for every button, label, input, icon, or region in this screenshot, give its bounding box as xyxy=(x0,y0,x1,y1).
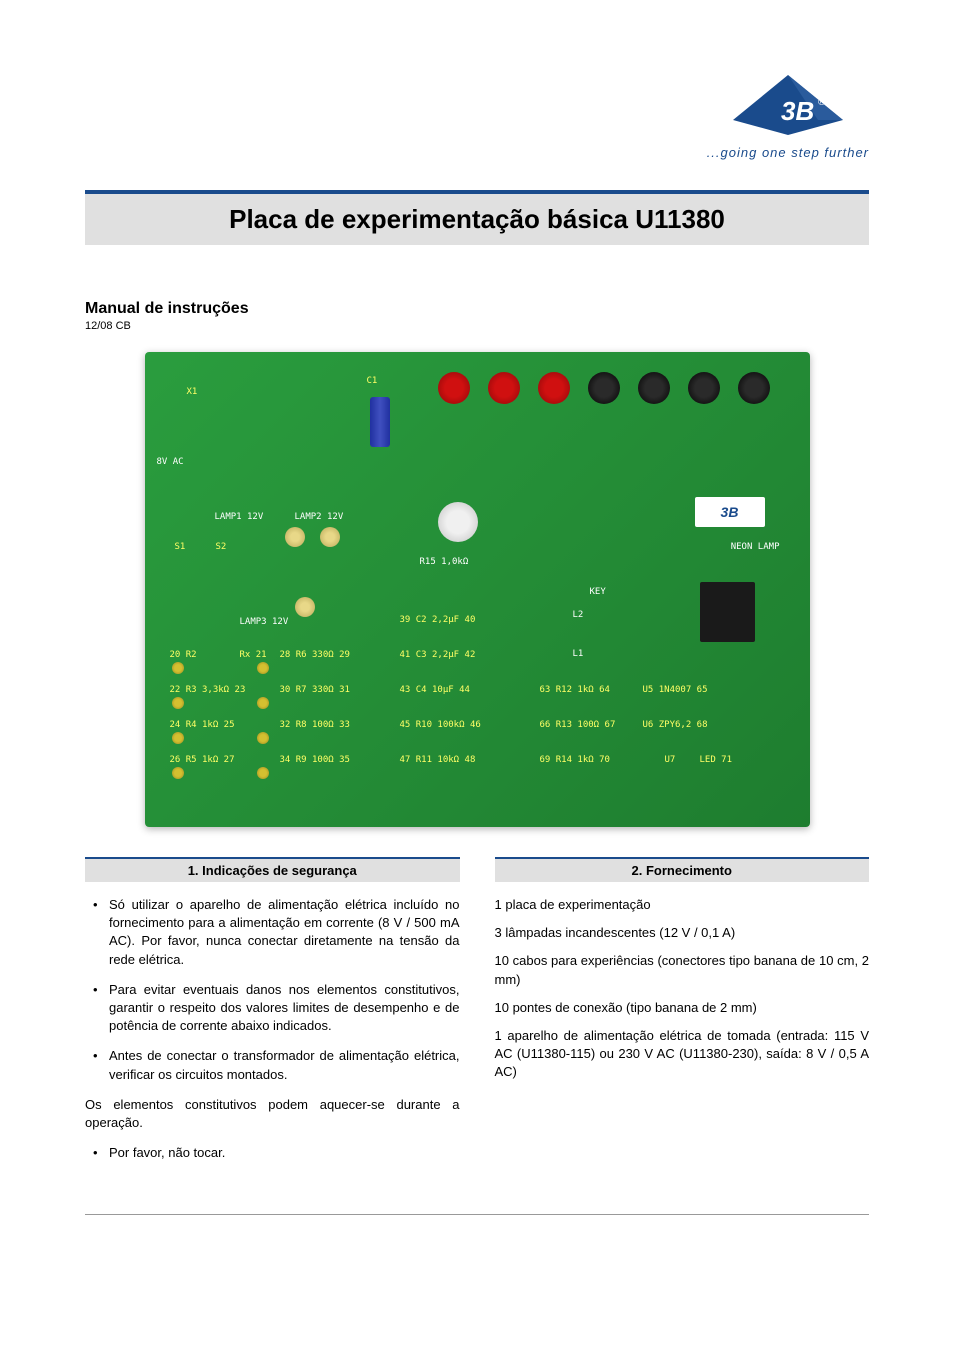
solder-pad xyxy=(257,732,269,744)
board-label: C1 xyxy=(367,376,378,386)
logo-diamond-icon: 3B ® xyxy=(723,70,853,140)
logo-tagline: ...going one step further xyxy=(707,145,869,160)
lamp-icon xyxy=(295,597,315,617)
solder-pad xyxy=(257,697,269,709)
board-label: U7 xyxy=(665,755,676,765)
board-label: 66 R13 100Ω 67 xyxy=(540,720,616,730)
board-label: 20 R2 xyxy=(170,650,197,660)
list-item: Por favor, não tocar. xyxy=(85,1144,460,1162)
board-label: 39 C2 2,2µF 40 xyxy=(400,615,476,625)
potentiometer-knob xyxy=(438,502,478,542)
lamp-icon xyxy=(320,527,340,547)
footer-divider xyxy=(85,1214,869,1215)
connector-black xyxy=(638,372,670,404)
board-label: 26 R5 1kΩ 27 xyxy=(170,755,235,765)
connector-black xyxy=(688,372,720,404)
board-label: Rx 21 xyxy=(240,650,267,660)
board-label: 30 R7 330Ω 31 xyxy=(280,685,350,695)
board-label: LAMP2 12V xyxy=(295,512,344,522)
logo-container: 3B ® ...going one step further xyxy=(707,70,869,160)
capacitor-icon xyxy=(370,397,390,447)
board-label: 69 R14 1kΩ 70 xyxy=(540,755,610,765)
board-label: 8V AC xyxy=(157,457,184,467)
circuit-board-image: 3B 8V AC X1 C1 LAMP1 12V LAMP2 12V LAMP3… xyxy=(145,352,810,827)
board-label: 22 R3 3,3kΩ 23 xyxy=(170,685,246,695)
subtitle: Manual de instruções xyxy=(85,300,869,318)
board-label: LAMP3 12V xyxy=(240,617,289,627)
board-label: 32 R8 100Ω 33 xyxy=(280,720,350,730)
solder-pad xyxy=(257,662,269,674)
header-logo: 3B ® ...going one step further xyxy=(85,70,869,160)
connector-red xyxy=(538,372,570,404)
supply-item: 3 lâmpadas incandescentes (12 V / 0,1 A) xyxy=(495,924,870,942)
solder-pad xyxy=(257,767,269,779)
board-label: S1 xyxy=(175,542,186,552)
solder-pad xyxy=(172,732,184,744)
relay-chip xyxy=(700,582,755,642)
column-supply: 2. Fornecimento 1 placa de experimentaçã… xyxy=(495,857,870,1174)
board-label: LAMP1 12V xyxy=(215,512,264,522)
solder-pad xyxy=(172,767,184,779)
svg-text:3B: 3B xyxy=(781,96,814,126)
content-columns: 1. Indicações de segurança Só utilizar o… xyxy=(85,857,869,1174)
safety-list: Só utilizar o aparelho de alimentação el… xyxy=(85,896,460,1084)
board-label: KEY xyxy=(590,587,606,597)
board-label: NEON LAMP xyxy=(731,542,780,552)
board-label: X1 xyxy=(187,387,198,397)
connector-red xyxy=(488,372,520,404)
solder-pad xyxy=(172,697,184,709)
board-label: 63 R12 1kΩ 64 xyxy=(540,685,610,695)
page-title: Placa de experimentação básica U11380 xyxy=(85,204,869,235)
section-header-safety: 1. Indicações de segurança xyxy=(85,857,460,882)
connector-black xyxy=(738,372,770,404)
connector-red xyxy=(438,372,470,404)
safety-list-2: Por favor, não tocar. xyxy=(85,1144,460,1162)
supply-item: 10 pontes de conexão (tipo banana de 2 m… xyxy=(495,999,870,1017)
board-label: 41 C3 2,2µF 42 xyxy=(400,650,476,660)
connector-black xyxy=(588,372,620,404)
board-label: S2 xyxy=(216,542,227,552)
board-connectors xyxy=(438,372,770,404)
safety-paragraph: Os elementos constitutivos podem aquecer… xyxy=(85,1096,460,1132)
board-label: 47 R11 10kΩ 48 xyxy=(400,755,476,765)
supply-item: 1 placa de experimentação xyxy=(495,896,870,914)
board-label: U5 1N4007 65 xyxy=(643,685,708,695)
section-header-supply: 2. Fornecimento xyxy=(495,857,870,882)
solder-pad xyxy=(172,662,184,674)
list-item: Para evitar eventuais danos nos elemento… xyxy=(85,981,460,1036)
list-item: Só utilizar o aparelho de alimentação el… xyxy=(85,896,460,969)
board-label: 24 R4 1kΩ 25 xyxy=(170,720,235,730)
board-label: 43 C4 10µF 44 xyxy=(400,685,470,695)
board-label: L1 xyxy=(573,649,584,659)
list-item: Antes de conectar o transformador de ali… xyxy=(85,1047,460,1083)
supply-item: 1 aparelho de alimentação elétrica de to… xyxy=(495,1027,870,1082)
board-logo-3b: 3B xyxy=(695,497,765,527)
board-label: 45 R10 100kΩ 46 xyxy=(400,720,481,730)
board-label: R15 1,0kΩ xyxy=(420,557,469,567)
date-code: 12/08 CB xyxy=(85,320,869,332)
column-safety: 1. Indicações de segurança Só utilizar o… xyxy=(85,857,460,1174)
board-label: LED 71 xyxy=(700,755,733,765)
board-label: 34 R9 100Ω 35 xyxy=(280,755,350,765)
supply-item: 10 cabos para experiências (conectores t… xyxy=(495,952,870,988)
title-bar: Placa de experimentação básica U11380 xyxy=(85,190,869,245)
lamp-icon xyxy=(285,527,305,547)
board-label: U6 ZPY6,2 68 xyxy=(643,720,708,730)
board-label: L2 xyxy=(573,610,584,620)
board-label: 28 R6 330Ω 29 xyxy=(280,650,350,660)
svg-text:®: ® xyxy=(818,97,826,108)
